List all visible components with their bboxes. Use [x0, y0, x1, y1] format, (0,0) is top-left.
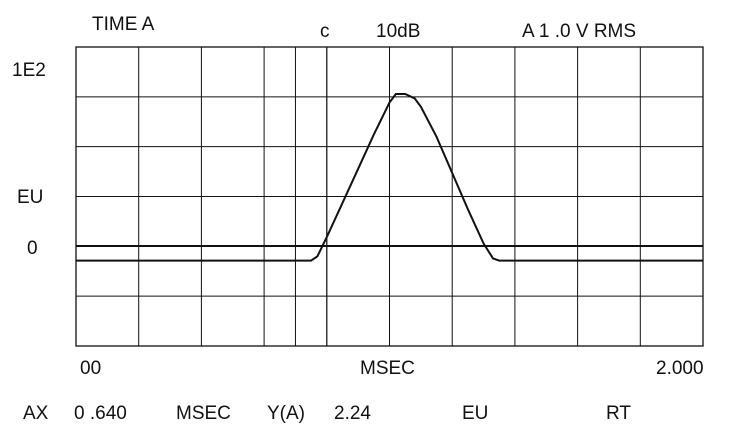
readout-y-value: 2.24 [334, 403, 371, 424]
x-tick-start: 00 [80, 358, 102, 379]
readout-y-label: Y(A) [267, 403, 305, 424]
y-tick-top: 1E2 [12, 60, 46, 81]
readout-ax-unit: MSEC [176, 403, 231, 424]
y-axis-unit: EU [17, 187, 44, 208]
x-axis-unit: MSEC [360, 358, 415, 379]
grid [76, 47, 703, 346]
y-tick-zero: 0 [27, 238, 38, 259]
readout-mode: RT [606, 403, 631, 424]
range-label: 10dB [376, 21, 421, 42]
plot-frame [75, 46, 704, 347]
chart-title: TIME A [92, 14, 155, 35]
marker-label: c [320, 21, 330, 42]
channel-scale-label: A 1 .0 V RMS [522, 21, 637, 42]
readout-ax-label: AX [23, 403, 49, 424]
readout-y-unit: EU [462, 403, 489, 424]
cursor-lines [294, 47, 328, 346]
series-line [76, 93, 703, 262]
x-tick-end: 2.000 [656, 358, 704, 379]
readout-ax-value: 0 .640 [74, 403, 127, 424]
